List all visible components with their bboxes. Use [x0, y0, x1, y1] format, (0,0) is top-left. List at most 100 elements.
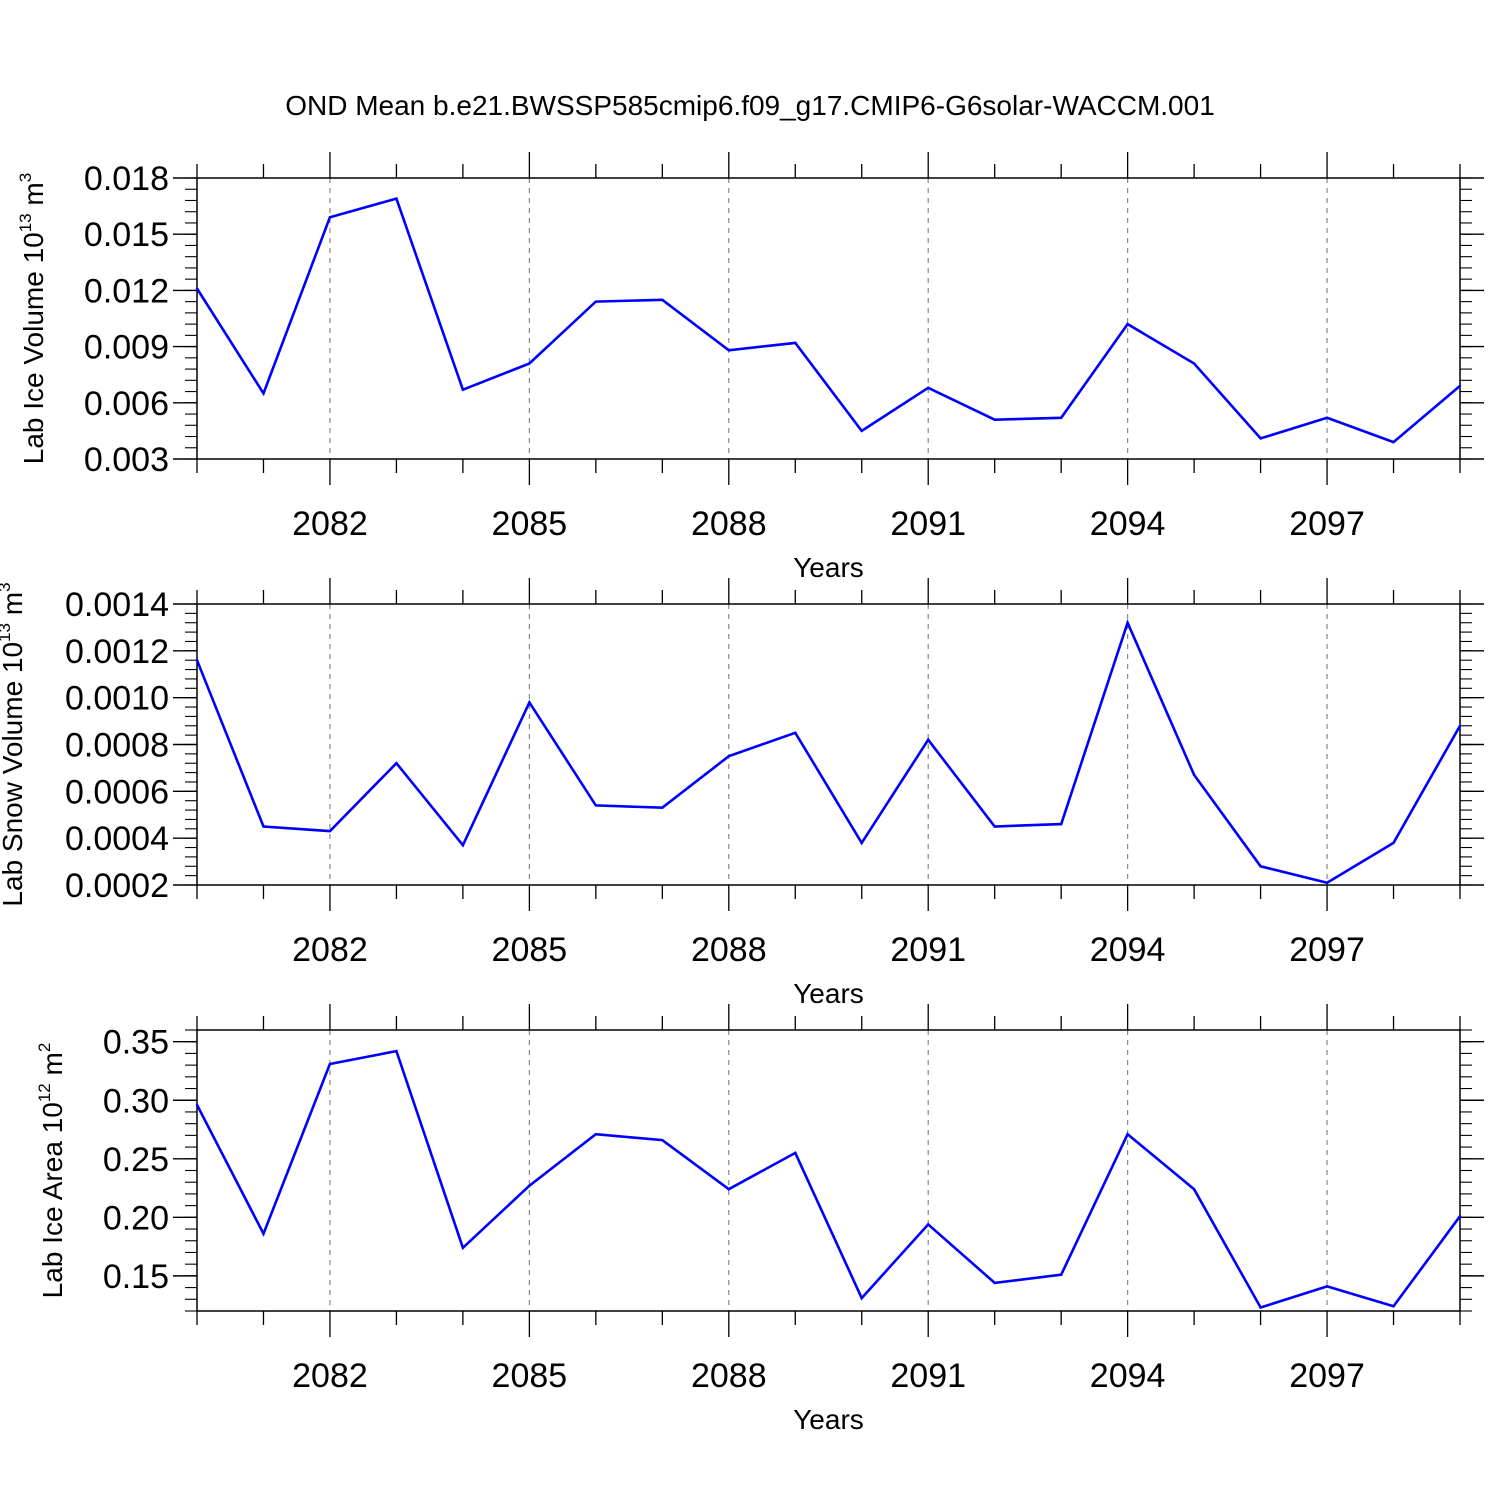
x-axis-label: Years: [793, 1404, 864, 1435]
x-tick-label: 2091: [890, 1357, 966, 1395]
data-point: [262, 825, 265, 828]
data-point: [528, 701, 531, 704]
data-point: [1392, 440, 1395, 444]
data-point: [661, 1138, 664, 1142]
data-point: [328, 216, 332, 219]
y-tick-label: 0.15: [103, 1258, 169, 1296]
data-point: [993, 418, 996, 421]
panel-2: 0.0002 0.0004 0.0006 0.0008 0.0010 0.0012 0.00…: [0, 578, 1484, 1009]
x-tick-label: 2094: [1090, 505, 1166, 543]
data-point: [1126, 322, 1129, 326]
y-tick-label: 0.0006: [65, 773, 169, 811]
y-tick-label: 0.006: [84, 385, 169, 423]
data-point: [594, 804, 598, 807]
x-tick-label: 2085: [492, 505, 568, 543]
y-tick-label: 0.0014: [65, 586, 169, 624]
x-axis-label: Years: [793, 978, 864, 1009]
data-point: [993, 1281, 996, 1285]
data-point: [661, 298, 664, 301]
data-point: [262, 392, 265, 395]
y-tick-label: 0.0008: [65, 727, 169, 765]
data-point: [1325, 881, 1329, 884]
y-tick-label: 0.20: [103, 1199, 169, 1237]
y-axis-label: Lab Ice Area 1012 m2: [35, 1043, 68, 1299]
data-point: [328, 1062, 332, 1066]
x-tick-label: 2088: [691, 931, 767, 969]
x-axis-label: Years: [793, 552, 864, 583]
y-tick-label: 0.003: [84, 441, 169, 479]
y-label-superscript: 13: [0, 623, 14, 642]
y-tick-label: 0.018: [84, 160, 169, 198]
y-axis-label: Lab Ice Volume 1013 m3: [16, 173, 49, 464]
data-point: [395, 762, 398, 765]
data-point: [1059, 416, 1063, 419]
data-point: [860, 841, 863, 845]
data-point: [528, 362, 531, 365]
y-label-superscript: 13: [16, 213, 35, 232]
data-point: [1458, 1214, 1462, 1218]
x-tick-label: 2082: [292, 931, 368, 969]
data-point: [461, 388, 465, 391]
chart-title: OND Mean b.e21.BWSSP585cmip6.f09_g17.CMI…: [285, 90, 1215, 121]
data-point: [1126, 1133, 1129, 1136]
y-label-text: m: [0, 592, 28, 623]
data-point: [794, 341, 797, 345]
y-label-superscript: 2: [35, 1043, 54, 1052]
y-label-superscript: 3: [0, 582, 14, 591]
data-point: [528, 1184, 531, 1187]
x-tick-label: 2082: [292, 505, 368, 543]
y-label-text: Lab Snow Volume 10: [0, 642, 28, 907]
y-tick-label: 0.25: [103, 1141, 169, 1179]
data-point: [1458, 724, 1462, 727]
data-point: [1192, 362, 1196, 365]
data-point: [794, 731, 797, 734]
x-tick-label: 2091: [890, 931, 966, 969]
y-tick-label: 0.35: [103, 1024, 169, 1062]
plot-frame: [196, 1029, 1461, 1312]
data-point: [395, 197, 398, 200]
x-tick-label: 2088: [691, 505, 767, 543]
data-point: [1059, 1273, 1063, 1276]
data-point: [1259, 1306, 1262, 1309]
x-tick-label: 2094: [1090, 1357, 1166, 1395]
data-point: [727, 755, 730, 758]
data-point: [1325, 416, 1329, 419]
data-point: [1325, 1285, 1329, 1288]
y-tick-label: 0.0012: [65, 633, 169, 671]
y-tick-label: 0.0004: [65, 820, 169, 858]
data-point: [461, 1246, 465, 1249]
x-tick-label: 2085: [492, 1357, 568, 1395]
data-point: [195, 659, 199, 662]
x-tick-label: 2097: [1289, 931, 1365, 969]
data-point: [262, 1232, 265, 1235]
data-point: [1126, 621, 1129, 624]
data-point: [794, 1151, 797, 1155]
data-point: [594, 1133, 598, 1136]
series-line: [195, 619, 1462, 885]
y-label-text: Lab Ice Area 10: [37, 1102, 68, 1298]
x-tick-label: 2097: [1289, 505, 1365, 543]
plot-frame: [196, 603, 1461, 886]
data-point: [195, 1103, 199, 1107]
y-axis-label: Lab Snow Volume 1013 m3: [0, 582, 28, 906]
data-point: [727, 349, 730, 352]
data-point: [594, 300, 598, 303]
data-point: [1192, 773, 1196, 777]
x-tick-label: 2097: [1289, 1357, 1365, 1395]
data-point: [1458, 384, 1462, 388]
data-point: [860, 429, 863, 433]
y-tick-label: 0.015: [84, 216, 169, 254]
data-point: [195, 287, 199, 290]
y-tick-label: 0.009: [84, 329, 169, 367]
data-point: [328, 829, 332, 833]
data-point: [1259, 437, 1262, 440]
data-point: [1259, 865, 1262, 868]
data-point: [993, 825, 996, 828]
data-point: [1392, 841, 1395, 845]
data-point: [661, 806, 664, 809]
y-tick-label: 0.012: [84, 272, 169, 310]
y-label-text: m: [18, 182, 49, 213]
panel-3: 0.15 0.20 0.25 0.30 0.35 2082 2085 2088 2091 2094…: [35, 1004, 1484, 1435]
x-tick-label: 2094: [1090, 931, 1166, 969]
y-tick-label: 0.0010: [65, 680, 169, 718]
